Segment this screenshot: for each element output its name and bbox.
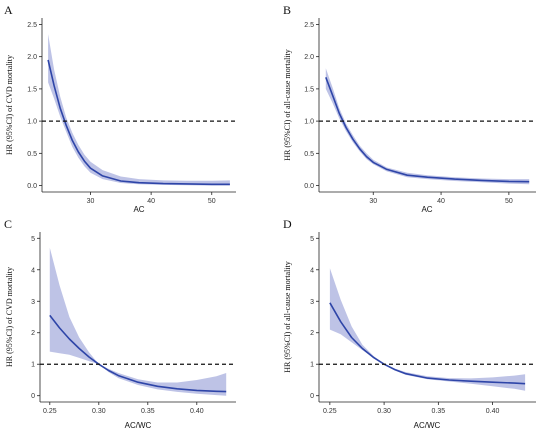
x-tick-label: 50: [505, 198, 513, 205]
panel-label: A: [4, 3, 13, 17]
hazard-ratio-line: [325, 77, 530, 183]
confidence-band: [329, 268, 526, 391]
y-tick-label: 5: [31, 236, 35, 243]
panel-label: C: [4, 217, 12, 231]
hazard-ratio-line: [47, 59, 230, 186]
y-tick-label: 3: [310, 299, 314, 306]
hazard-ratio-line: [329, 302, 526, 385]
y-tick-label: 5: [310, 236, 314, 243]
x-axis-label: AC: [421, 205, 432, 214]
y-tick-label: 0: [31, 393, 35, 400]
y-tick-label: 1.5: [27, 86, 37, 93]
panel-label: D: [283, 217, 292, 231]
panel-a: A 0.0 0.5 1.0 1.5 2.0 2.5 30 40 50 AC HR (95%CI) of…: [4, 3, 236, 214]
x-tick-label: 0.40: [190, 408, 204, 415]
hazard-ratio-line: [49, 314, 227, 393]
y-tick-label: 1: [310, 362, 314, 369]
y-tick-label: 2.0: [304, 54, 314, 61]
y-tick-label: 2: [310, 330, 314, 337]
panel-label: B: [283, 3, 291, 17]
y-tick-label: 0.5: [304, 151, 314, 158]
x-tick-label: 0.35: [432, 408, 446, 415]
confidence-band: [48, 34, 230, 186]
y-tick-label: 0.5: [27, 151, 37, 158]
x-tick-label: 30: [87, 198, 95, 205]
confidence-band: [49, 247, 227, 396]
y-tick-label: 2.5: [27, 22, 37, 29]
x-tick-label: 40: [437, 198, 445, 205]
y-tick-label: 3: [31, 299, 35, 306]
x-tick-label: 30: [369, 198, 377, 205]
x-tick-label: 0.35: [141, 408, 155, 415]
x-axis-label: AC/WC: [125, 421, 152, 430]
panel-b: B 0.0 0.5 1.0 1.5 2.0 2.5 30 40 50 AC HR (95%CI) of…: [283, 3, 536, 214]
y-tick-label: 0: [310, 393, 314, 400]
y-tick-label: 4: [31, 267, 35, 274]
x-axis-label: AC/WC: [414, 421, 441, 430]
panel-d: D 0 1 2 3 4 5 0.25 0.30 0.35 0.40 AC/WC HR (95%CI) o…: [283, 217, 536, 430]
y-axis-label: HR (95%CI) of CVD mortality: [5, 267, 14, 367]
y-tick-label: 2.0: [27, 54, 37, 61]
confidence-band: [325, 68, 530, 185]
y-tick-label: 2.5: [304, 22, 314, 29]
panel-c: C 0 1 2 3 4 5 0.25 0.30 0.35 0.40 AC/WC HR (95%CI) o…: [4, 217, 236, 430]
y-axis-label: HR (95%CI) of all-cause mortality: [283, 261, 292, 373]
y-axis-label: HR (95%CI) of CVD mortality: [5, 55, 14, 155]
x-tick-label: 0.30: [92, 408, 106, 415]
x-tick-label: 0.25: [43, 408, 57, 415]
x-tick-label: 50: [208, 198, 216, 205]
y-tick-label: 4: [310, 267, 314, 274]
y-tick-label: 2: [31, 330, 35, 337]
y-tick-label: 1.0: [27, 119, 37, 126]
x-axis-label: AC: [133, 205, 144, 214]
y-tick-label: 1: [31, 362, 35, 369]
x-tick-label: 0.40: [486, 408, 500, 415]
y-tick-label: 0.0: [304, 183, 314, 190]
x-tick-label: 0.25: [323, 408, 337, 415]
y-tick-label: 1.0: [304, 119, 314, 126]
x-tick-label: 0.30: [377, 408, 391, 415]
y-axis-label: HR (95%CI) of all-cause mortality: [283, 49, 292, 161]
x-tick-label: 40: [147, 198, 155, 205]
y-tick-label: 1.5: [304, 86, 314, 93]
y-tick-label: 0.0: [27, 183, 37, 190]
